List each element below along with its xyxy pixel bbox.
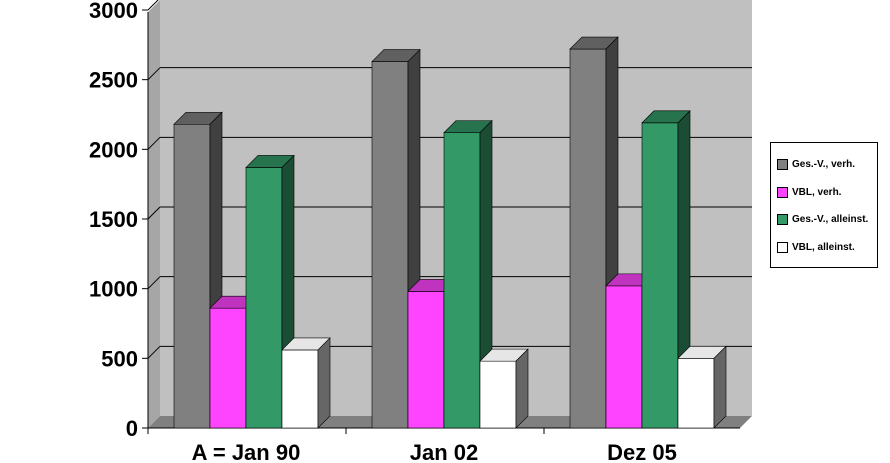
y-tick-label: 3000 <box>89 0 138 23</box>
y-axis: 0 500 1000 1500 2000 2500 3000 <box>89 0 740 441</box>
gridline-side <box>147 276 161 290</box>
bar-side <box>317 337 331 429</box>
bar-side <box>515 348 529 429</box>
y-tick-label: 1500 <box>89 207 138 232</box>
legend-item: VBL, alleinst. <box>777 234 871 262</box>
legend-label: VBL, alleinst. <box>792 241 855 253</box>
y-tick-label: 2500 <box>89 68 138 93</box>
bar-front <box>281 349 319 429</box>
bar-front <box>407 291 445 429</box>
bar <box>281 337 331 429</box>
bars <box>173 36 727 429</box>
gridline-side <box>147 206 161 220</box>
bar <box>443 119 493 429</box>
bar-front <box>641 122 679 429</box>
bar-front <box>209 307 247 429</box>
bar-front <box>245 167 283 429</box>
y-tick-label: 500 <box>101 346 138 371</box>
gridline-side <box>147 345 161 359</box>
x-axis-labels: A = Jan 90 Jan 02 Dez 05 <box>147 428 677 463</box>
legend-swatch <box>777 241 788 253</box>
gridline-side <box>147 136 161 150</box>
side-wall <box>148 0 160 428</box>
gridline-side <box>147 0 159 11</box>
bar <box>479 348 529 429</box>
bar <box>677 345 727 429</box>
x-tick-label: A = Jan 90 <box>192 440 301 463</box>
legend-item: VBL, verh. <box>777 179 871 207</box>
bar <box>173 111 223 429</box>
bar <box>641 110 691 429</box>
legend-swatch <box>777 159 788 171</box>
y-tick-label: 0 <box>126 416 138 441</box>
legend-label: Ges.-V., alleinst. <box>792 214 869 226</box>
bar-front <box>371 61 409 429</box>
bar <box>371 48 421 429</box>
bar-front <box>479 360 517 429</box>
legend-label: VBL, verh. <box>792 186 842 198</box>
y-tick-label: 2000 <box>89 137 138 162</box>
x-tick-label: Dez 05 <box>607 440 677 463</box>
x-tick-label: Jan 02 <box>410 440 479 463</box>
legend: Ges.-V., verh. VBL, verh. Ges.-V., allei… <box>770 142 878 268</box>
legend-item: Ges.-V., alleinst. <box>777 206 871 234</box>
bar-front <box>677 358 715 429</box>
bar-side <box>713 345 727 429</box>
bar-front <box>569 48 607 429</box>
y-tick-label: 1000 <box>89 277 138 302</box>
bar-front <box>605 285 643 429</box>
legend-label: Ges.-V., verh. <box>792 159 855 171</box>
legend-swatch <box>777 214 788 226</box>
bar-front <box>443 132 481 429</box>
legend-swatch <box>777 186 788 198</box>
legend-item: Ges.-V., verh. <box>777 151 871 179</box>
bar-front <box>173 123 211 429</box>
gridline-side <box>147 67 161 81</box>
